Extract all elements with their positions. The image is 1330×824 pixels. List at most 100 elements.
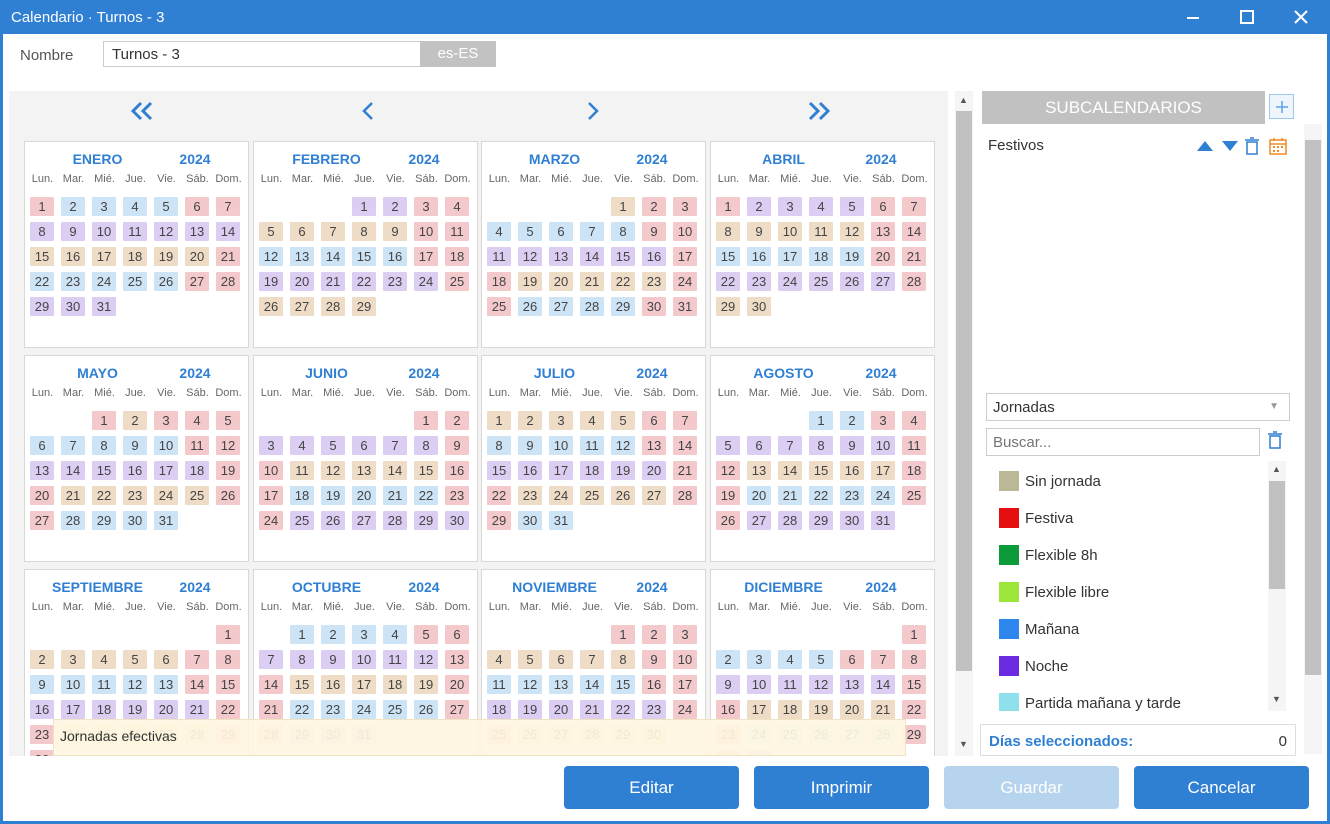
day-cell[interactable]: 31 <box>673 297 697 316</box>
day-cell[interactable]: 6 <box>871 197 895 216</box>
day-cell[interactable]: 12 <box>518 675 542 694</box>
day-cell[interactable]: 25 <box>445 272 469 291</box>
day-cell[interactable]: 9 <box>716 675 740 694</box>
day-cell[interactable]: 25 <box>290 511 314 530</box>
day-cell[interactable]: 9 <box>61 222 85 241</box>
day-cell[interactable]: 14 <box>778 461 802 480</box>
day-cell[interactable]: 3 <box>414 197 438 216</box>
day-cell[interactable]: 14 <box>185 675 209 694</box>
day-cell[interactable]: 12 <box>321 461 345 480</box>
day-cell[interactable]: 17 <box>154 461 178 480</box>
right-scroll-thumb[interactable] <box>1305 140 1321 675</box>
day-cell[interactable]: 16 <box>716 700 740 719</box>
day-cell[interactable]: 16 <box>30 700 54 719</box>
day-cell[interactable]: 2 <box>321 625 345 644</box>
day-cell[interactable]: 13 <box>445 650 469 669</box>
day-cell[interactable]: 21 <box>673 461 697 480</box>
day-cell[interactable]: 23 <box>123 486 147 505</box>
day-cell[interactable]: 3 <box>778 197 802 216</box>
day-cell[interactable]: 12 <box>259 247 283 266</box>
day-cell[interactable]: 7 <box>321 222 345 241</box>
day-cell[interactable]: 4 <box>809 197 833 216</box>
day-cell[interactable]: 20 <box>549 272 573 291</box>
day-cell[interactable]: 8 <box>809 436 833 455</box>
day-cell[interactable]: 2 <box>642 197 666 216</box>
day-cell[interactable]: 17 <box>259 486 283 505</box>
day-cell[interactable]: 24 <box>414 272 438 291</box>
day-cell[interactable]: 14 <box>902 222 926 241</box>
day-cell[interactable]: 18 <box>778 700 802 719</box>
day-cell[interactable]: 21 <box>259 700 283 719</box>
clear-search-icon[interactable] <box>1265 429 1285 451</box>
day-cell[interactable]: 9 <box>518 436 542 455</box>
day-cell[interactable]: 4 <box>580 411 604 430</box>
day-cell[interactable]: 18 <box>445 247 469 266</box>
day-cell[interactable]: 29 <box>809 511 833 530</box>
day-cell[interactable]: 16 <box>123 461 147 480</box>
day-cell[interactable]: 14 <box>673 436 697 455</box>
day-cell[interactable]: 4 <box>487 650 511 669</box>
day-cell[interactable]: 9 <box>445 436 469 455</box>
day-cell[interactable]: 18 <box>92 700 116 719</box>
day-cell[interactable]: 27 <box>445 700 469 719</box>
day-cell[interactable]: 16 <box>747 247 771 266</box>
day-cell[interactable]: 7 <box>902 197 926 216</box>
day-cell[interactable]: 7 <box>259 650 283 669</box>
day-cell[interactable]: 1 <box>30 197 54 216</box>
day-cell[interactable]: 1 <box>611 625 635 644</box>
day-cell[interactable]: 2 <box>716 650 740 669</box>
day-cell[interactable]: 31 <box>871 511 895 530</box>
day-cell[interactable]: 22 <box>716 272 740 291</box>
day-cell[interactable]: 8 <box>716 222 740 241</box>
scroll-down-icon[interactable]: ▼ <box>959 739 968 749</box>
day-cell[interactable]: 18 <box>487 700 511 719</box>
day-cell[interactable]: 28 <box>778 511 802 530</box>
day-cell[interactable]: 11 <box>809 222 833 241</box>
day-cell[interactable]: 23 <box>642 700 666 719</box>
day-cell[interactable]: 2 <box>840 411 864 430</box>
day-cell[interactable]: 24 <box>673 700 697 719</box>
day-cell[interactable]: 3 <box>673 625 697 644</box>
day-cell[interactable]: 18 <box>123 247 147 266</box>
day-cell[interactable]: 22 <box>611 700 635 719</box>
jornada-item[interactable]: Flexible 8h <box>999 543 1098 567</box>
day-cell[interactable]: 22 <box>92 486 116 505</box>
day-cell[interactable]: 17 <box>352 675 376 694</box>
day-cell[interactable]: 30 <box>61 297 85 316</box>
day-cell[interactable]: 9 <box>30 675 54 694</box>
right-panel-scrollbar[interactable] <box>1304 124 1322 754</box>
language-badge[interactable]: es-ES <box>420 41 496 67</box>
day-cell[interactable]: 11 <box>778 675 802 694</box>
day-cell[interactable]: 27 <box>290 297 314 316</box>
day-cell[interactable]: 4 <box>902 411 926 430</box>
day-cell[interactable]: 17 <box>92 247 116 266</box>
day-cell[interactable]: 20 <box>840 700 864 719</box>
day-cell[interactable]: 26 <box>716 511 740 530</box>
day-cell[interactable]: 7 <box>673 411 697 430</box>
day-cell[interactable]: 27 <box>549 297 573 316</box>
day-cell[interactable]: 20 <box>642 461 666 480</box>
day-cell[interactable]: 25 <box>123 272 147 291</box>
day-cell[interactable]: 24 <box>352 700 376 719</box>
day-cell[interactable]: 9 <box>840 436 864 455</box>
day-cell[interactable]: 17 <box>747 700 771 719</box>
day-cell[interactable]: 21 <box>871 700 895 719</box>
day-cell[interactable]: 11 <box>383 650 407 669</box>
jornada-item[interactable]: Mañana <box>999 617 1079 641</box>
day-cell[interactable]: 23 <box>321 700 345 719</box>
jornadas-select[interactable]: Jornadas ▼ <box>986 393 1290 421</box>
day-cell[interactable]: 15 <box>611 247 635 266</box>
day-cell[interactable]: 9 <box>747 222 771 241</box>
day-cell[interactable]: 10 <box>414 222 438 241</box>
day-cell[interactable]: 10 <box>92 222 116 241</box>
add-subcalendar-button[interactable] <box>1269 94 1294 119</box>
day-cell[interactable]: 12 <box>809 675 833 694</box>
day-cell[interactable]: 12 <box>611 436 635 455</box>
day-cell[interactable]: 8 <box>487 436 511 455</box>
day-cell[interactable]: 28 <box>216 272 240 291</box>
day-cell[interactable]: 11 <box>487 247 511 266</box>
next-month-icon[interactable] <box>578 98 608 124</box>
day-cell[interactable]: 28 <box>673 486 697 505</box>
list-scroll-up-icon[interactable]: ▲ <box>1272 464 1281 474</box>
day-cell[interactable]: 17 <box>778 247 802 266</box>
